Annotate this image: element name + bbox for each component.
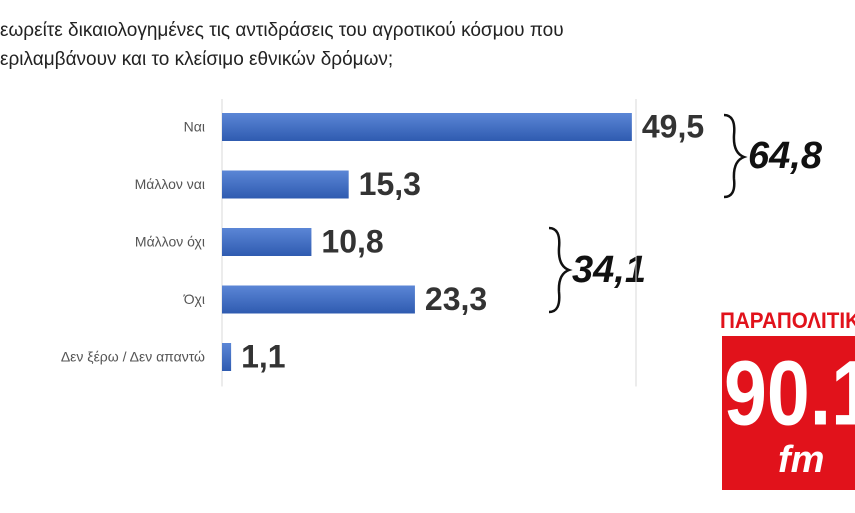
y-tick-label: Ναι: [184, 119, 205, 135]
logo-top: ΠΑΡΑΠΟΛΙΤΙΚ: [720, 308, 855, 333]
brace: [548, 226, 573, 314]
y-tick-label: Μάλλον ναι: [135, 176, 205, 192]
chart-title: εωρείτε δικαιολογημένες τις αντιδράσεις …: [0, 20, 564, 41]
value-label: 23,3: [425, 281, 487, 317]
value-label: 15,3: [359, 166, 421, 202]
bar: [222, 113, 632, 141]
value-label: 1,1: [241, 338, 285, 374]
bar: [222, 170, 349, 199]
logo: ΠΑΡΑΠΟΛΙΤΙΚ 90.1 fm: [720, 308, 855, 490]
group-total: 34,1: [572, 249, 646, 291]
group-total: 64,8: [748, 135, 823, 177]
logo-number: 90.1: [724, 342, 855, 444]
bar: [222, 285, 415, 314]
bar: [222, 343, 232, 371]
value-label: 10,8: [321, 223, 383, 259]
chart-title: εριλαμβάνουν και το κλείσιμο εθνικών δρό…: [0, 49, 393, 70]
y-tick-label: Όχι: [183, 291, 205, 307]
y-tick-label: Μάλλον όχι: [135, 234, 205, 250]
brace: [723, 113, 748, 199]
bar: [222, 228, 312, 256]
logo-suffix: fm: [778, 439, 824, 481]
value-label: 49,5: [642, 108, 704, 144]
y-tick-label: Δεν ξέρω / Δεν απαντώ: [61, 349, 205, 365]
logo-box: [722, 336, 855, 490]
